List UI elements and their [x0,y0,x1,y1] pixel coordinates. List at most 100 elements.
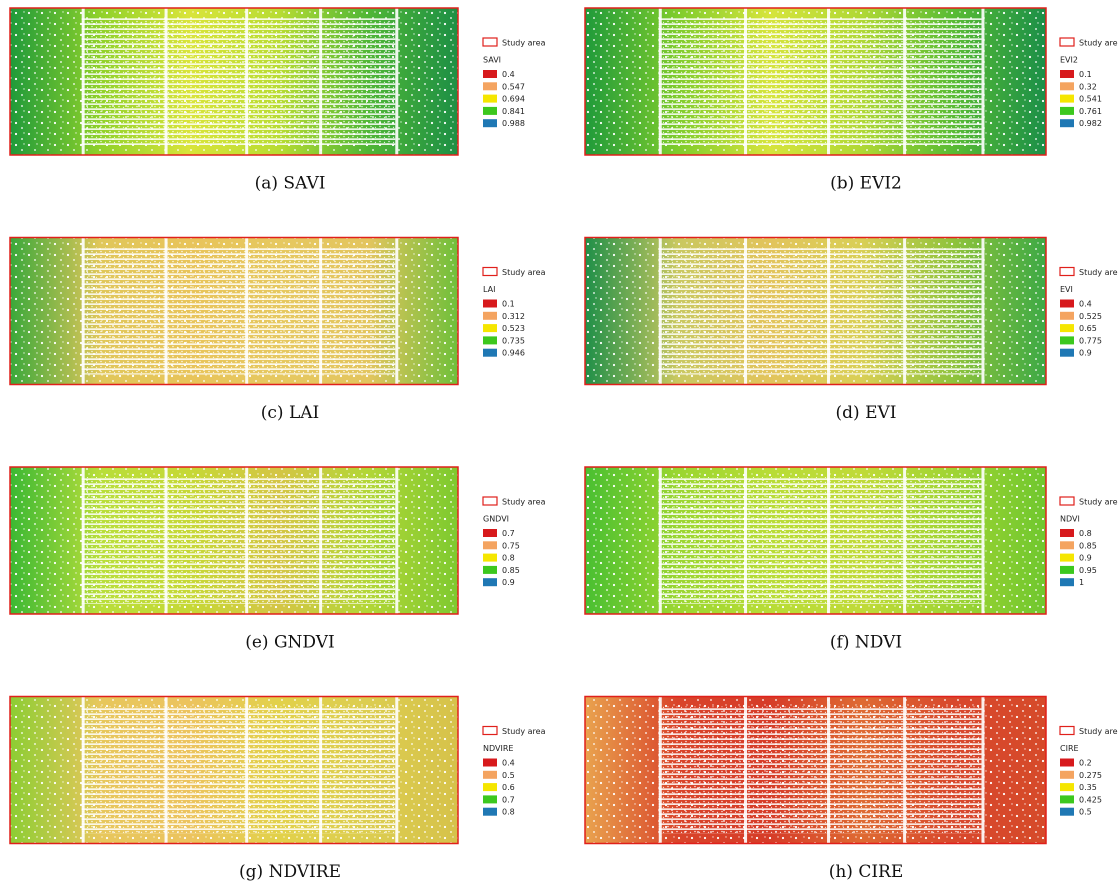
legend-label: 0.775 [1079,336,1102,345]
legend-swatch [483,578,497,586]
figure: Study areaSAVI0.40.5470.6940.8410.988(a)… [0,0,1118,896]
legend-label: 0.35 [1079,783,1097,792]
field-gap [319,8,322,155]
legend-swatch [1060,349,1074,357]
legend-label: 0.6 [502,783,515,792]
legend-label: 0.9 [1079,554,1092,563]
field-gap [319,697,322,844]
legend-swatch [483,349,497,357]
field-gap [165,8,168,155]
field-gap [903,467,906,614]
page: {"panels": [ {"caption": "(a) SAVI", "st… [0,0,1118,896]
study-area-swatch [1060,727,1074,735]
legend-label: 0.946 [502,349,525,358]
map-rows [82,18,396,145]
study-area-swatch [483,38,497,46]
legend-label: 0.7 [502,529,515,538]
field-gap [981,8,984,155]
field-gap [827,238,830,385]
legend-title: EVI2 [1060,56,1078,65]
map-rows [82,248,396,375]
legend-swatch [1060,312,1074,320]
legend-label: 0.4 [1079,300,1092,309]
legend-label: 0.9 [1079,349,1092,358]
study-area-label: Study area [1079,727,1118,736]
legend-title: NDVI [1060,515,1080,524]
field-gap [827,697,830,844]
legend-label: 0.523 [502,324,525,333]
caption: (g) NDVIRE [239,862,341,882]
study-area-label: Study area [502,727,546,736]
legend-label: 0.75 [502,541,520,550]
legend-label: 0.541 [1079,95,1102,104]
field-gap [903,697,906,844]
field-gap [659,238,662,385]
field-gap [903,238,906,385]
field-gap [245,8,248,155]
legend-label: 0.5 [1079,808,1092,817]
legend-label: 0.1 [1079,70,1092,79]
field-gap [903,8,906,155]
field-gap [659,8,662,155]
legend-label: 0.85 [1079,541,1097,550]
field-gap [82,467,85,614]
legend-swatch [483,119,497,127]
legend-label: 0.8 [1079,529,1092,538]
field-gap [165,697,168,844]
field-gap [981,238,984,385]
legend-swatch [1060,529,1074,537]
caption: (c) LAI [261,403,319,423]
legend-swatch [483,107,497,115]
legend-label: 0.275 [1079,771,1102,780]
field-gap [319,467,322,614]
legend-swatch [483,783,497,791]
legend-swatch [1060,541,1074,549]
study-area-swatch [1060,497,1074,505]
legend-swatch [1060,808,1074,816]
legend-swatch [483,771,497,779]
legend-label: 0.9 [502,578,515,587]
legend-swatch [483,759,497,767]
map-rows [82,707,396,834]
panel: Study areaEVI20.10.320.5410.7610.982(b) … [585,8,1118,194]
field-gap [395,238,398,385]
field-gap [744,238,747,385]
legend-label: 0.988 [502,119,525,128]
caption: (d) EVI [836,403,897,423]
legend-swatch [483,82,497,90]
legend-label: 0.425 [1079,795,1102,804]
legend-label: 0.5 [502,771,515,780]
legend-title: GNDVI [483,515,509,524]
caption: (f) NDVI [830,633,902,653]
legend-swatch [1060,107,1074,115]
field-gap [82,238,85,385]
legend-swatch [483,70,497,78]
field-gap [165,238,168,385]
legend-swatch [483,300,497,308]
legend-swatch [1060,300,1074,308]
field-gap [245,467,248,614]
legend-swatch [483,336,497,344]
legend-swatch [1060,70,1074,78]
field-gap [395,8,398,155]
legend-title: LAI [483,285,495,294]
study-area-label: Study area [502,39,546,48]
field-gap [245,238,248,385]
legend-swatch [1060,759,1074,767]
study-area-label: Study area [1079,39,1118,48]
legend-swatch [1060,95,1074,103]
study-area-label: Study area [502,268,546,277]
caption: (a) SAVI [255,174,326,194]
legend-label: 0.85 [502,566,520,575]
legend-label: 0.8 [502,554,515,563]
field-gap [744,697,747,844]
map-rows [659,248,982,375]
map-rows [659,707,982,834]
legend-title: EVI [1060,285,1073,294]
field-gap [82,8,85,155]
legend-swatch [483,541,497,549]
study-area-label: Study area [502,498,546,507]
